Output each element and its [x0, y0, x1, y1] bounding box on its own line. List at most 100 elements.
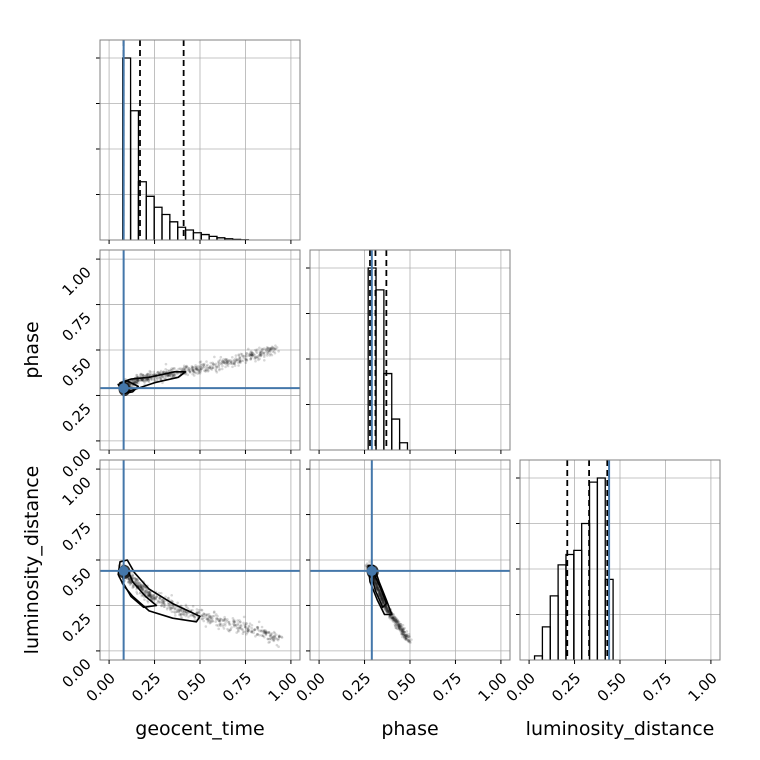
sample-point [254, 356, 258, 360]
sample-point [137, 582, 140, 585]
sample-point [378, 592, 381, 596]
sample-point [237, 360, 241, 363]
sample-point [263, 631, 266, 635]
sample-point [197, 365, 200, 368]
sample-point [400, 627, 404, 631]
y-tick-label-2: 0.50 [58, 354, 94, 390]
sample-point [153, 377, 157, 380]
sample-point [185, 613, 189, 617]
sample-point [192, 615, 196, 618]
sample-point [134, 380, 138, 384]
sample-point [267, 631, 270, 634]
sample-point [131, 586, 135, 590]
sample-point [280, 636, 284, 639]
sample-point [188, 370, 192, 373]
sample-point [260, 625, 264, 629]
sample-point [214, 613, 218, 616]
sample-point [274, 344, 277, 347]
sample-point [403, 635, 406, 638]
sample-point [393, 618, 397, 622]
sample-point [268, 634, 272, 638]
sample-point [394, 617, 398, 621]
sample-point [268, 637, 272, 640]
sample-point [211, 363, 215, 367]
sample-point [264, 631, 267, 635]
sample-point [386, 609, 390, 613]
sample-point [377, 588, 381, 591]
sample-point [141, 587, 144, 591]
sample-point [377, 590, 381, 593]
sample-point [198, 372, 202, 375]
sample-point [256, 625, 260, 629]
sample-point [133, 580, 137, 584]
sample-point [200, 363, 204, 366]
sample-point [377, 590, 381, 593]
y-tick-label-4: 1.00 [58, 263, 94, 299]
sample-point [397, 624, 401, 627]
sample-point [179, 612, 183, 616]
sample-point [140, 594, 144, 598]
sample-point [157, 591, 161, 595]
sample-point [232, 622, 235, 626]
sample-point [211, 366, 215, 369]
sample-point [271, 347, 275, 350]
sample-point [204, 369, 207, 372]
sample-point [135, 578, 138, 581]
sample-point [268, 634, 272, 637]
sample-point [386, 609, 389, 612]
sample-point [259, 350, 263, 354]
sample-point [378, 589, 381, 592]
sample-point [380, 596, 384, 600]
sample-point [151, 596, 155, 599]
sample-point [190, 367, 194, 371]
sample-point [245, 629, 249, 633]
sample-point [403, 633, 407, 637]
sample-point [218, 619, 221, 623]
sample-point [376, 586, 380, 590]
sample-point [209, 620, 213, 623]
sample-point [186, 373, 190, 377]
sample-point [402, 634, 405, 637]
sample-point [166, 373, 170, 377]
sample-point [234, 624, 238, 627]
sample-point [142, 587, 146, 590]
sample-point [225, 360, 229, 364]
sample-point [395, 620, 399, 624]
sample-point [250, 353, 253, 357]
sample-point [275, 633, 278, 636]
sample-point [146, 599, 149, 603]
sample-point [218, 358, 222, 362]
sample-point [184, 367, 187, 371]
histogram-phase [306, 249, 511, 454]
sample-point [162, 600, 165, 604]
sample-point [274, 347, 278, 351]
sample-point [233, 362, 236, 366]
sample-point [199, 363, 203, 367]
sample-point [386, 610, 390, 614]
sample-point [191, 368, 195, 372]
sample-point [202, 614, 205, 618]
sample-point [171, 368, 175, 371]
sample-point [259, 352, 262, 356]
sample-point [159, 591, 163, 595]
sample-point [135, 380, 139, 383]
sample-point [403, 630, 406, 634]
sample-point [248, 622, 252, 625]
sample-point [379, 594, 383, 597]
sample-point [220, 367, 224, 371]
sample-point [265, 345, 269, 349]
sample-point [374, 580, 377, 583]
sample-point [384, 605, 388, 609]
sample-point [211, 366, 215, 370]
sample-point [264, 632, 268, 635]
sample-point [378, 592, 382, 595]
sample-point [138, 585, 142, 588]
sample-point [379, 592, 382, 596]
sample-point [148, 593, 152, 596]
sample-point [250, 631, 254, 634]
sample-point [209, 621, 212, 624]
sample-point [177, 367, 180, 371]
sample-point [149, 593, 152, 597]
sample-point [148, 590, 151, 594]
sample-point [192, 370, 196, 374]
